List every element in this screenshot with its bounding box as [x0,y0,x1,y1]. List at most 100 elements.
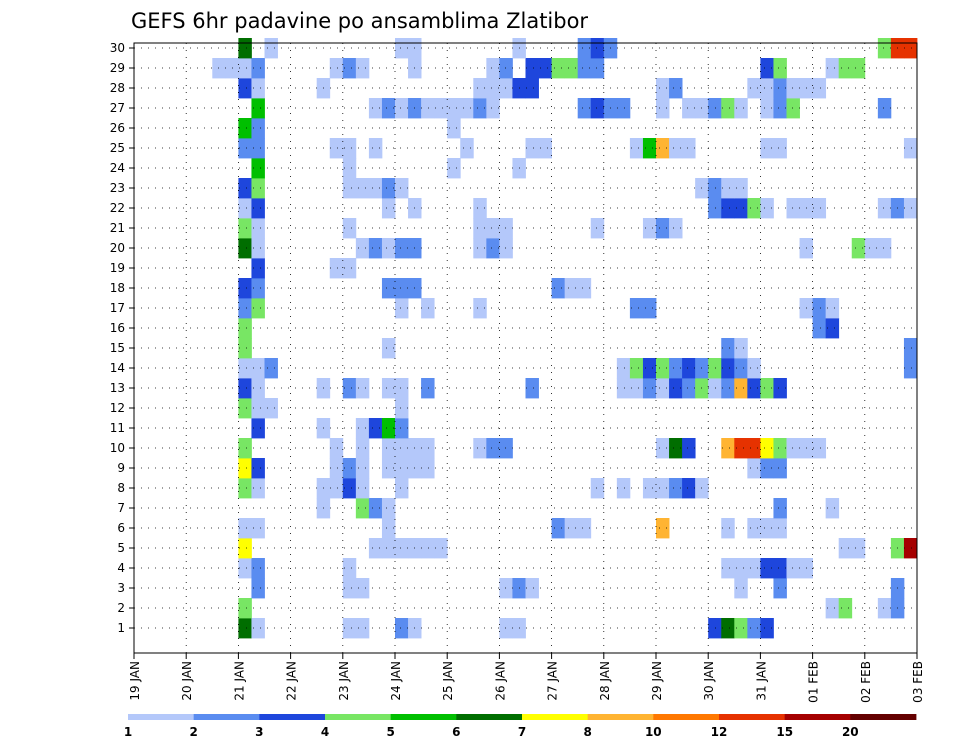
heatmap-cell [773,558,787,579]
heatmap-cell [682,98,696,119]
heatmap-cell [499,58,513,79]
heatmap-cell [851,58,866,79]
y-tick-label: 13 [110,381,125,395]
heatmap-cell [669,478,683,499]
heatmap-cell [342,558,357,579]
colorbar-label: 1 [124,725,132,739]
heatmap-cell [747,618,761,639]
heatmap-cell [760,138,774,159]
x-tick-label: 31 JAN [754,661,768,701]
heatmap-cell [616,378,631,399]
heatmap-cell [486,78,500,99]
x-tick-label: 01 FEB [807,661,821,703]
heatmap-cell [590,98,605,119]
heatmap-cell [342,158,357,179]
heatmap-cell [812,78,827,99]
heatmap-cell [355,238,370,259]
heatmap-cell [786,98,800,119]
x-tick-label: 30 JAN [702,661,716,701]
heatmap-cell [238,618,252,639]
heatmap-cell [212,58,226,79]
heatmap-cell [538,58,552,79]
heatmap-cell [734,578,748,599]
heatmap-cell [590,218,605,239]
y-axis-ticks: 1234567891011121314151617181920212223242… [110,41,134,635]
heatmap-cell [251,518,265,539]
heatmap-cell [238,58,252,79]
colorbar-swatch [719,714,786,720]
heatmap-cell [734,198,748,219]
heatmap-cell [838,538,853,559]
heatmap-cell [238,338,252,359]
heatmap-cell [786,78,800,99]
heatmap-cell [499,618,513,639]
heatmap-cell [525,58,539,79]
y-tick-label: 20 [110,241,125,255]
heatmap-cell [251,178,265,199]
heatmap-cell [381,458,396,479]
heatmap-cell [669,78,683,99]
heatmap-cell [825,498,840,519]
colorbar-swatch [850,714,917,720]
heatmap-cell [642,378,657,399]
heatmap-cell [238,458,252,479]
heatmap-cell [669,218,683,239]
colorbar-label: 15 [776,725,793,739]
y-tick-label: 5 [117,541,125,555]
heatmap-cell [355,498,370,519]
heatmap-cell [238,78,252,99]
heatmap-cell [851,538,866,559]
heatmap-cell [395,238,409,259]
heatmap-cell [590,478,605,499]
heatmap-cell [812,298,827,319]
heatmap-cell [355,578,370,599]
heatmap-cell [238,318,252,339]
heatmap-cell [342,618,357,639]
heatmap-cell [721,558,735,579]
heatmap-cell [460,98,474,119]
heatmap-cell [656,78,670,99]
colorbar-label: 12 [711,725,728,739]
colorbar-swatch [587,714,654,720]
heatmap-cell [551,58,566,79]
heatmap-cell [642,358,657,379]
y-tick-label: 18 [110,281,125,295]
heatmap-cell [355,178,370,199]
heatmap-cell [251,578,265,599]
y-tick-label: 30 [110,41,125,55]
heatmap-cell [395,298,409,319]
y-tick-label: 11 [110,421,125,435]
y-tick-label: 15 [110,341,125,355]
y-tick-label: 17 [110,301,125,315]
heatmap-cell [238,358,252,379]
heatmap-cell [329,58,344,79]
heatmap-cell [238,558,252,579]
heatmap-cell [251,78,265,99]
heatmap-cell [760,378,774,399]
heatmap-cell [238,538,252,559]
heatmap-cell [760,458,774,479]
y-tick-label: 26 [110,121,125,135]
heatmap-cell [238,298,252,319]
heatmap-cell [473,218,487,239]
heatmap-cell [721,338,735,359]
heatmap-cell [538,138,552,159]
heatmap-cell [877,598,892,619]
heatmap-cell [355,458,370,479]
x-tick-label: 24 JAN [389,661,403,701]
heatmap-cell [669,138,683,159]
heatmap-cell [368,498,383,519]
heatmap-cell [395,478,409,499]
colorbar-swatch [522,714,589,720]
heatmap-cell [656,358,670,379]
heatmap-cell [877,198,892,219]
chart-title: GEFS 6hr padavine po ansamblima Zlatibor [131,9,588,33]
heatmap-cell [577,278,592,299]
heatmap-cell [747,198,761,219]
colorbar-label: 3 [255,725,263,739]
heatmap-cell [721,178,735,199]
heatmap-cell [381,98,396,119]
heatmap-cell [825,318,840,339]
heatmap-cell [760,558,774,579]
heatmap-cell [342,138,357,159]
